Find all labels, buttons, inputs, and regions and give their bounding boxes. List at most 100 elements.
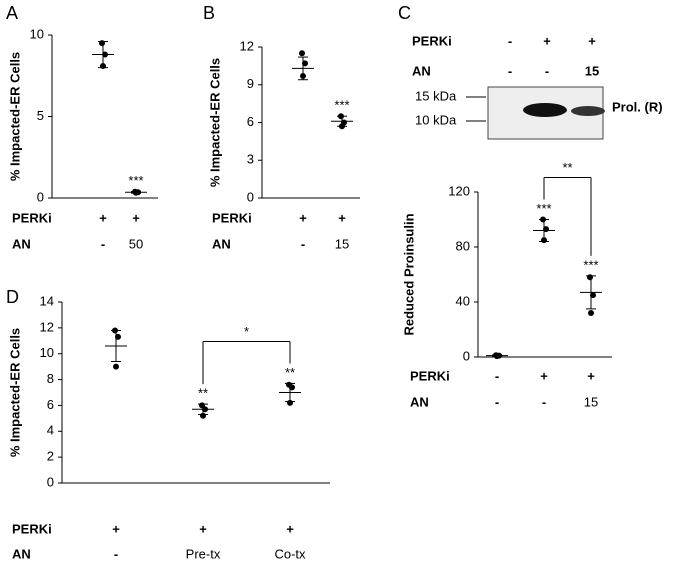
condition-label: - (542, 394, 546, 409)
blot-condition-label: - (508, 63, 512, 78)
data-point (113, 363, 119, 370)
y-axis-label: % Impacted-ER Cells (7, 328, 22, 457)
blot-condition-label: 15 (585, 63, 599, 78)
blot-band (571, 106, 605, 116)
condition-label: 15 (335, 236, 349, 251)
y-axis-label: Reduced Proinsulin (401, 213, 416, 335)
data-point (339, 123, 345, 130)
data-point (102, 51, 108, 58)
data-point (587, 274, 593, 281)
significance: ** (285, 365, 295, 380)
data-point (287, 399, 293, 406)
y-tick-label: 2 (47, 449, 54, 464)
data-point (112, 327, 118, 334)
data-point (494, 353, 500, 360)
y-tick-label: 10 (30, 26, 44, 41)
condition-label: - (495, 394, 499, 409)
y-tick-label: 12 (40, 319, 54, 334)
y-tick-label: 9 (247, 76, 254, 91)
condition-name: AN (212, 236, 231, 251)
data-point (338, 113, 344, 120)
data-point (115, 333, 121, 340)
condition-label: + (112, 521, 120, 536)
data-point (99, 40, 105, 47)
y-tick-label: 12 (240, 38, 254, 53)
condition-label: - (301, 236, 305, 251)
y-tick-label: 8 (47, 371, 54, 386)
condition-label: + (338, 210, 346, 225)
condition-label: - (114, 546, 118, 561)
blot-band-label: Prol. (R) (612, 99, 663, 114)
blot-marker: 15 kDa (415, 88, 457, 103)
condition-label: 15 (584, 394, 598, 409)
condition-label: + (587, 368, 595, 383)
significance: *** (334, 98, 349, 113)
y-tick-label: 120 (448, 183, 470, 198)
blot-condition-label: + (543, 33, 551, 48)
condition-label: + (99, 210, 107, 225)
condition-name: PERKi (12, 210, 52, 225)
blot-band (523, 103, 567, 117)
blot-marker: 10 kDa (415, 112, 457, 127)
condition-label: Pre-tx (186, 546, 221, 561)
data-point (588, 310, 594, 316)
y-tick-label: 5 (37, 108, 44, 123)
data-point (590, 292, 596, 299)
y-tick-label: 80 (456, 238, 470, 253)
data-point (200, 412, 206, 419)
condition-label: + (132, 210, 140, 225)
y-tick-label: 6 (247, 114, 254, 129)
condition-name: PERKi (12, 521, 52, 536)
condition-label: Co-tx (274, 546, 306, 561)
condition-name: PERKi (410, 368, 450, 383)
condition-label: + (540, 368, 548, 383)
condition-label: - (495, 368, 499, 383)
data-point (289, 384, 295, 391)
blot-condition-label: - (545, 63, 549, 78)
blot-condition-name: PERKi (412, 33, 452, 48)
y-axis-label: % Impacted-ER Cells (207, 58, 222, 187)
data-point (133, 189, 139, 196)
blot-condition-label: - (508, 33, 512, 48)
data-point (202, 406, 208, 413)
condition-label: + (299, 210, 307, 225)
blot-condition-name: AN (412, 63, 431, 78)
condition-label: - (101, 236, 105, 251)
panel-letter: B (203, 3, 215, 23)
panel-letter: A (6, 3, 18, 23)
bracket-label: ** (562, 160, 572, 175)
y-tick-label: 4 (47, 423, 54, 438)
data-point (100, 62, 106, 69)
data-point (540, 216, 546, 223)
condition-label: 50 (129, 236, 143, 251)
data-point (302, 60, 308, 67)
y-tick-label: 3 (247, 152, 254, 167)
data-point (300, 72, 306, 79)
y-tick-label: 0 (247, 189, 254, 204)
data-point (543, 226, 549, 233)
y-tick-label: 0 (463, 348, 470, 363)
y-tick-label: 10 (40, 345, 54, 360)
data-point (299, 50, 305, 57)
y-axis-label: % Impacted-ER Cells (7, 52, 22, 181)
condition-name: AN (410, 394, 429, 409)
condition-name: AN (12, 236, 31, 251)
bracket-label: * (244, 324, 249, 339)
y-tick-label: 0 (37, 189, 44, 204)
y-tick-label: 40 (456, 293, 470, 308)
y-tick-label: 6 (47, 397, 54, 412)
significance: *** (128, 173, 143, 188)
condition-name: PERKi (212, 210, 252, 225)
condition-label: + (199, 521, 207, 536)
condition-name: AN (12, 546, 31, 561)
blot-condition-label: + (588, 33, 596, 48)
y-tick-label: 0 (47, 474, 54, 489)
panel-letter: C (398, 3, 411, 23)
panel-letter: D (6, 287, 19, 307)
significance: *** (536, 201, 551, 216)
data-point (541, 237, 547, 244)
significance: *** (583, 257, 598, 272)
y-tick-label: 14 (40, 293, 54, 308)
condition-label: + (286, 521, 294, 536)
